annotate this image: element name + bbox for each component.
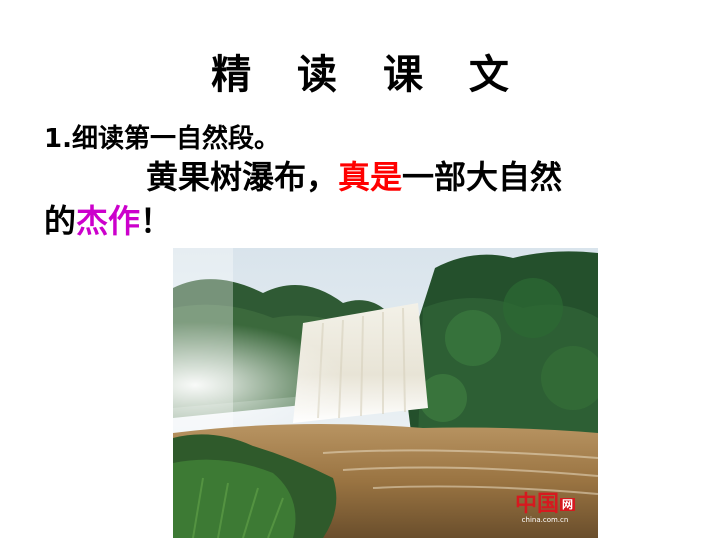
mist (173, 308, 433, 448)
watermark: 中国网 china.com.cn (512, 493, 578, 524)
sentence-line-1: 黄果树瀑布，真是一部大自然 (146, 152, 562, 198)
step-label: 1.细读第一自然段。 (44, 124, 280, 154)
watermark-url: china.com.cn (521, 516, 569, 524)
watermark-badge: 网 (560, 498, 575, 511)
sentence-line-2: 的杰作！ (44, 196, 172, 242)
sentence-part-2: 一部大自然 (402, 158, 563, 196)
sentence-part-1: 黄果树瀑布， (146, 158, 339, 196)
highlight-jiezuo: 杰作 (76, 202, 141, 240)
sentence-part-3: 的 (44, 202, 77, 240)
watermark-logo: 中国网 (514, 491, 575, 517)
waterfall-photo: 中国网 china.com.cn (173, 248, 598, 538)
highlight-zhenshi: 真是 (338, 158, 403, 196)
sentence-part-4: ！ (140, 202, 173, 240)
waterfall-image (173, 248, 598, 538)
slide-title: 精 读 课 文 (211, 52, 525, 98)
